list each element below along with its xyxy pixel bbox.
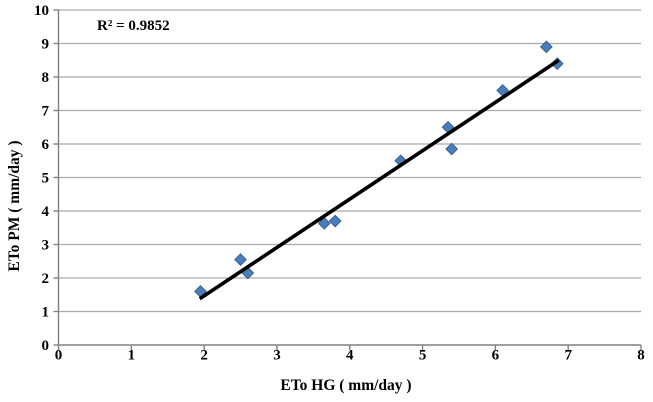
x-tick-label: 5 <box>419 348 427 364</box>
x-tick-label: 8 <box>637 348 645 364</box>
y-tick-label: 3 <box>42 238 50 254</box>
x-tick-label: 0 <box>55 348 63 364</box>
data-point <box>317 216 331 230</box>
x-axis-title: ETo HG ( mm/day ) <box>280 377 412 394</box>
data-point <box>234 253 247 266</box>
trend-line <box>198 58 560 301</box>
x-tick-label: 6 <box>492 348 500 364</box>
x-tick-label: 4 <box>346 348 354 364</box>
x-tick-label: 3 <box>273 348 281 364</box>
y-tick-label: 4 <box>42 204 50 220</box>
data-point <box>539 40 553 54</box>
y-tick-label: 6 <box>42 137 50 153</box>
r-squared-annotation: R² = 0.9852 <box>97 18 170 34</box>
y-tick-label: 7 <box>42 104 50 120</box>
y-tick-label: 5 <box>42 171 50 187</box>
y-tick-label: 8 <box>42 70 50 86</box>
data-point <box>328 214 342 228</box>
y-tick-label: 1 <box>42 305 50 321</box>
y-axis-title: ETo PM ( mm/day ) <box>6 140 23 272</box>
data-point <box>445 142 459 156</box>
y-tick-label: 10 <box>34 3 49 19</box>
y-tick-label: 0 <box>42 338 50 354</box>
x-tick-label: 7 <box>564 348 572 364</box>
y-tick-label: 2 <box>42 271 50 287</box>
x-tick-label: 2 <box>200 348 208 364</box>
y-tick-label: 9 <box>42 37 50 53</box>
x-tick-label: 1 <box>128 348 136 364</box>
